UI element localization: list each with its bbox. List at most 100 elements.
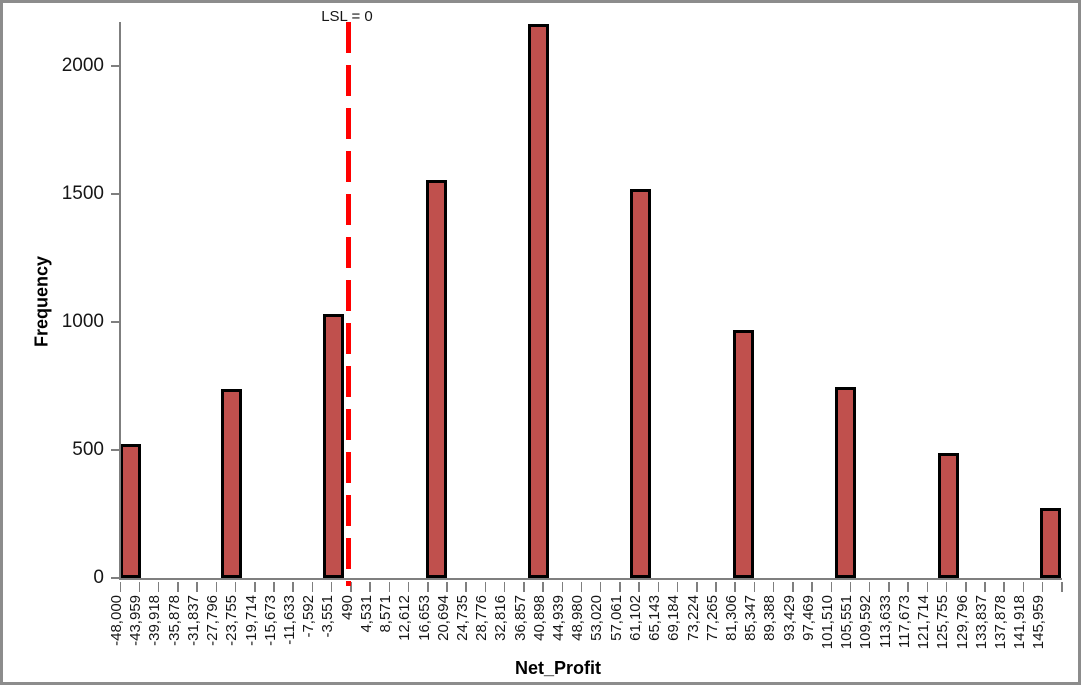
- y-axis-title: Frequency: [31, 255, 52, 348]
- histogram-bar: [323, 314, 345, 578]
- x-tick-label: 137,878: [991, 595, 1009, 650]
- x-tick-label: 36,857: [511, 595, 529, 641]
- x-tick-label: 109,592: [857, 595, 875, 650]
- x-tick: [907, 582, 909, 592]
- x-tick-label: 145,959: [1030, 595, 1048, 650]
- x-tick: [849, 582, 852, 592]
- x-tick: [830, 582, 832, 592]
- x-tick: [599, 582, 602, 592]
- y-tick-label: 2000: [61, 55, 104, 76]
- x-tick: [888, 582, 890, 592]
- x-tick: [330, 582, 333, 592]
- x-tick-label: 40,898: [530, 595, 548, 641]
- y-tick-label: 0: [93, 567, 104, 588]
- x-tick: [427, 582, 429, 592]
- x-tick-label: 117,673: [895, 595, 913, 649]
- histogram-bar: [630, 188, 652, 578]
- x-tick: [273, 582, 275, 592]
- x-tick: [215, 582, 218, 592]
- x-tick: [811, 582, 813, 592]
- y-tick: [111, 449, 120, 451]
- x-tick-label: -35,878: [165, 595, 183, 646]
- x-tick: [350, 582, 352, 592]
- histogram-bar: [1039, 507, 1061, 578]
- x-tick: [1003, 582, 1005, 592]
- y-tick-label: 1000: [61, 311, 104, 332]
- x-tick: [772, 582, 775, 592]
- x-tick-label: 121,714: [915, 595, 933, 650]
- x-tick-label: 105,551: [838, 595, 856, 650]
- y-tick: [111, 193, 120, 195]
- x-tick-label: 81,306: [722, 595, 740, 641]
- x-tick-label: 113,633: [876, 595, 894, 649]
- histogram-bar: [425, 179, 447, 578]
- x-tick-label: 141,918: [1011, 595, 1029, 650]
- x-tick-label: 69,184: [665, 595, 683, 641]
- y-axis-line: [119, 22, 121, 580]
- x-tick: [446, 582, 448, 592]
- x-tick: [1022, 582, 1025, 592]
- y-tick: [111, 65, 120, 67]
- x-tick: [234, 582, 237, 592]
- x-tick-label: -31,837: [184, 595, 202, 646]
- x-tick-label: 85,347: [742, 595, 760, 641]
- x-tick: [465, 582, 467, 592]
- x-tick-label: 77,265: [703, 595, 721, 641]
- x-tick-label: 53,020: [588, 595, 606, 641]
- x-tick-label: 8,571: [377, 595, 394, 633]
- x-tick: [657, 582, 659, 592]
- lsl-reference-line: [345, 22, 351, 586]
- x-tick-label: -11,633: [280, 595, 298, 645]
- x-tick-label: 16,653: [415, 595, 433, 641]
- x-tick-label: 44,939: [550, 595, 567, 641]
- y-tick: [111, 321, 120, 323]
- x-tick-label: 20,694: [434, 595, 452, 641]
- x-tick: [503, 582, 506, 592]
- x-tick: [580, 582, 583, 592]
- x-tick-label: 125,755: [934, 595, 952, 650]
- x-tick: [369, 582, 371, 592]
- x-tick-label: 65,143: [646, 595, 663, 641]
- x-tick-label: -19,714: [242, 595, 260, 646]
- x-tick: [1061, 582, 1063, 592]
- x-tick: [696, 582, 698, 592]
- histogram-bar: [937, 452, 959, 578]
- x-tick: [1041, 582, 1044, 592]
- x-tick: [388, 582, 390, 592]
- x-axis-line: [119, 578, 1062, 580]
- x-axis-title: Net_Profit: [514, 658, 601, 678]
- x-tick: [926, 582, 929, 592]
- x-tick-label: 48,980: [569, 595, 587, 641]
- x-tick: [292, 582, 294, 592]
- x-tick-label: 12,612: [396, 595, 414, 641]
- x-tick-label: -15,673: [261, 595, 279, 646]
- x-tick: [868, 582, 871, 592]
- y-tick-label: 1500: [61, 183, 104, 204]
- x-tick-label: 490: [338, 595, 356, 621]
- x-tick: [157, 582, 160, 592]
- x-tick: [984, 582, 986, 592]
- x-tick-label: 89,388: [761, 595, 779, 641]
- x-tick-label: 61,102: [626, 595, 644, 641]
- histogram-bar: [835, 387, 857, 578]
- x-tick: [254, 582, 256, 592]
- x-tick: [638, 582, 640, 592]
- x-tick: [561, 582, 563, 592]
- x-tick-label: 24,735: [453, 595, 471, 641]
- x-tick-label: 57,061: [607, 595, 625, 641]
- x-tick-label: -7,592: [300, 595, 318, 638]
- y-tick-label: 500: [72, 439, 104, 460]
- x-tick: [119, 582, 121, 592]
- x-tick: [311, 582, 314, 592]
- x-tick-label: -48,000: [108, 595, 125, 646]
- x-tick-label: -27,796: [204, 595, 222, 646]
- x-tick: [676, 582, 679, 592]
- x-tick-label: 101,510: [819, 595, 836, 650]
- x-tick: [196, 582, 198, 592]
- x-tick-label: 28,776: [473, 595, 491, 641]
- x-tick: [792, 582, 794, 592]
- x-tick: [715, 582, 717, 592]
- x-tick-label: -3,551: [319, 595, 337, 638]
